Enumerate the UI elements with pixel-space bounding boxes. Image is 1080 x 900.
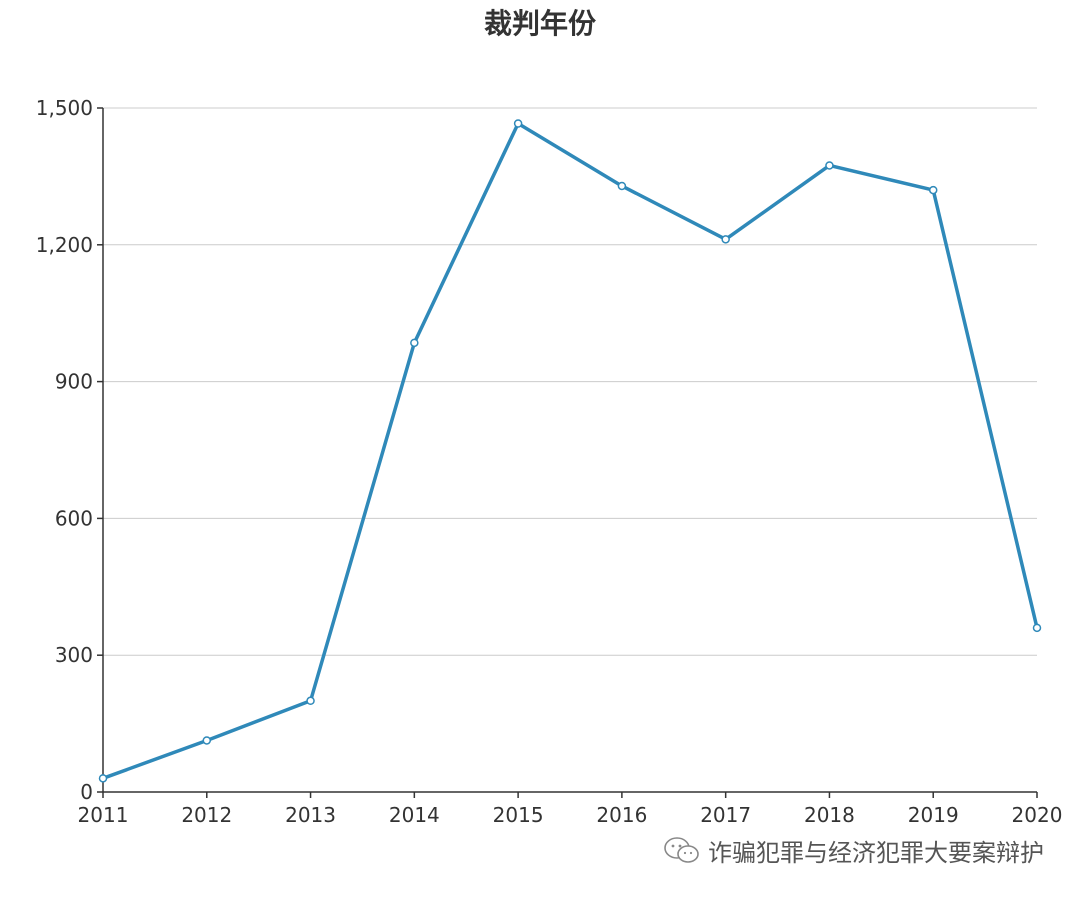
x-tick-label: 2011	[78, 803, 129, 827]
tick-labels: 0 300 600 900 1,200 1,500 2011 2012 2013 2014 2015…	[36, 96, 1063, 827]
data-point	[721, 235, 730, 244]
x-tick-label: 2016	[596, 803, 647, 827]
x-tick-label: 2017	[700, 803, 751, 827]
data-point	[410, 338, 419, 348]
wechat-icon	[664, 836, 699, 863]
data-point	[202, 736, 212, 745]
x-tick-label: 2014	[389, 803, 440, 827]
axes	[97, 107, 1038, 798]
watermark-text: 诈骗犯罪与经济犯罪大要案辩护	[708, 839, 1044, 867]
data-point	[306, 696, 315, 706]
data-point	[825, 161, 834, 170]
series-line	[102, 121, 1039, 780]
chart-title: 裁判年份	[484, 7, 596, 40]
x-tick-label: 2019	[908, 803, 959, 827]
data-point	[513, 119, 523, 128]
y-tick-label: 1,200	[36, 233, 93, 257]
x-tick-label: 2018	[804, 803, 855, 827]
data-point	[98, 774, 108, 783]
y-tick-label: 900	[55, 370, 93, 394]
x-tick-label: 2015	[493, 803, 544, 827]
y-tick-label: 600	[55, 506, 93, 530]
y-tick-label: 0	[80, 780, 93, 804]
data-point	[1032, 623, 1042, 633]
watermark: 诈骗犯罪与经济犯罪大要案辩护	[662, 833, 1044, 868]
x-tick-label: 2013	[285, 803, 336, 827]
x-tick-label: 2012	[181, 803, 232, 827]
grid-lines	[103, 107, 1037, 656]
y-tick-label: 300	[55, 643, 93, 667]
x-tick-label: 2020	[1012, 803, 1063, 827]
data-point	[928, 185, 938, 195]
y-tick-label: 1,500	[36, 96, 93, 120]
series	[98, 119, 1042, 783]
data-point	[617, 181, 627, 191]
